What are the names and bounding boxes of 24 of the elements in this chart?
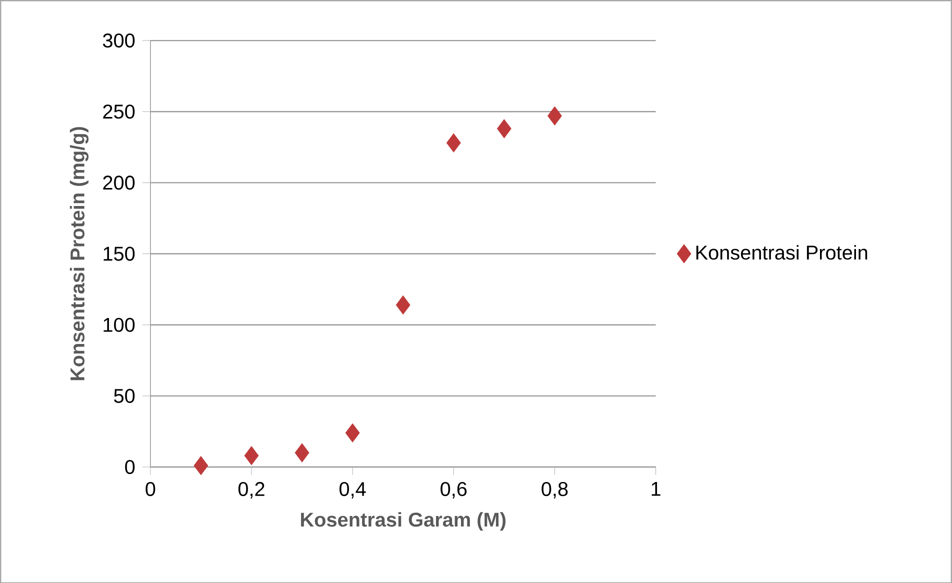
x-tick-label: 0,2 [238, 482, 264, 498]
point [345, 423, 360, 442]
x-tick-label: 1 [652, 482, 660, 496]
x-tick-label: 0,8 [542, 482, 568, 498]
x-tick-label: 0,4 [340, 482, 366, 498]
point [497, 119, 512, 138]
x-tick-label: 0 [146, 482, 156, 496]
point [194, 456, 208, 475]
y-tick-label: 0 [125, 460, 135, 474]
y-tick-label: 200 [103, 175, 135, 190]
point [548, 106, 562, 126]
y-tick-label: 300 [102, 33, 135, 48]
y-axis-title: Konsentrasi Protein (mg/g) [70, 126, 89, 380]
y-tick-label: 250 [103, 104, 135, 118]
x-tick-label: 0,6 [440, 482, 467, 498]
legend-label: Konsentrasi Protein [696, 244, 868, 260]
point [396, 295, 410, 314]
y-tick-label: 100 [104, 318, 135, 332]
point [244, 446, 259, 465]
y-tick-label: 150 [104, 246, 135, 261]
point [446, 133, 461, 152]
point [294, 443, 310, 462]
y-tick-label: 50 [114, 388, 135, 403]
x-axis-title: Kosentrasi Garam (M) [301, 512, 506, 530]
